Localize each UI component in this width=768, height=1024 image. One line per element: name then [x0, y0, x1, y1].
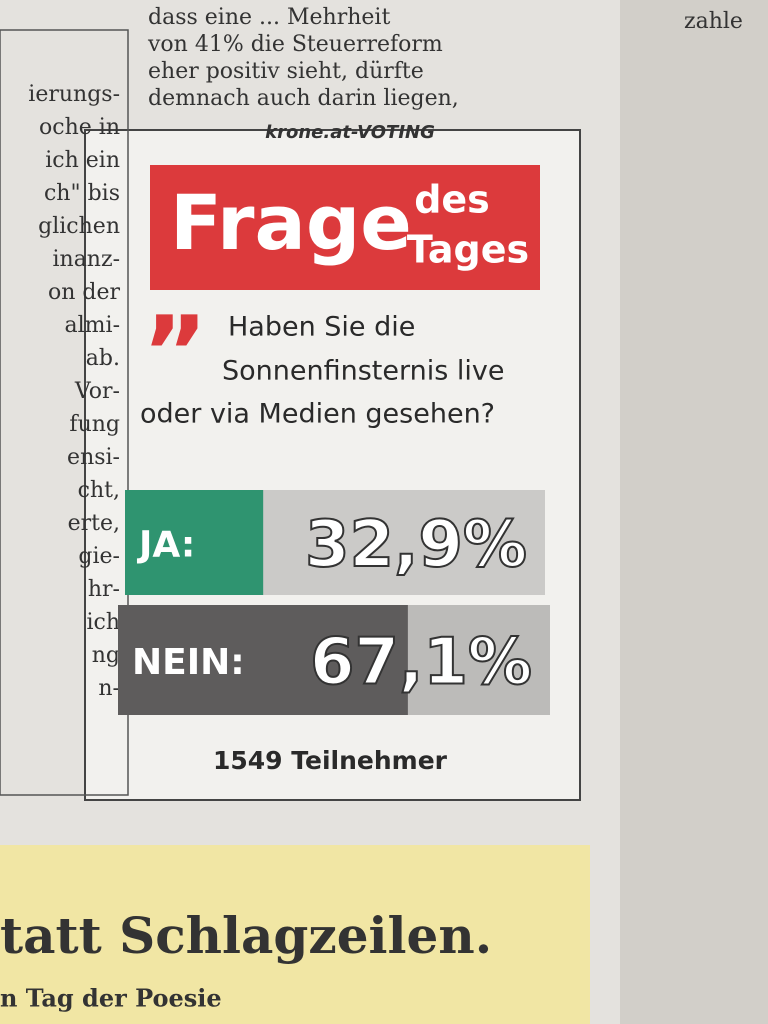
- column-text: erte,: [68, 511, 120, 536]
- ad-headline: tatt Schlagzeilen.: [0, 906, 492, 965]
- column-text: demnach auch darin liegen,: [148, 86, 459, 111]
- bar: [118, 605, 408, 715]
- title-banner: [150, 165, 540, 290]
- column-text: n-: [98, 676, 120, 701]
- next-page: [620, 0, 768, 1024]
- column-text: von 41% die Steuerreform: [147, 32, 443, 57]
- column-text: inanz-: [52, 247, 120, 272]
- column-text: hr-: [88, 577, 120, 602]
- ad-subline: n Tag der Poesie: [0, 984, 222, 1013]
- column-text: eher positiv sieht, dürfte: [148, 59, 424, 84]
- quote-mark: ”: [142, 294, 208, 411]
- column-text: oche in: [39, 115, 120, 140]
- column-text: ierungs-: [28, 82, 120, 107]
- right-column-text: zahle: [684, 9, 743, 34]
- column-text: ensi-: [67, 445, 120, 470]
- column-text: ich: [86, 610, 120, 635]
- column-text: gie-: [78, 544, 120, 569]
- footer: 1549 Teilnehmer: [213, 746, 448, 775]
- column-text: cht,: [78, 478, 120, 503]
- value-label: 67,1%: [310, 626, 532, 700]
- column-text: ich ein: [45, 148, 120, 173]
- column-text: ch" bis: [44, 181, 120, 206]
- poll-header: krone.at-VOTING: [265, 122, 435, 143]
- column-text: fung: [69, 412, 120, 437]
- column-text: almi-: [65, 313, 120, 338]
- question: Sonnenfinsternis live: [222, 356, 504, 387]
- question: Haben Sie die: [228, 312, 415, 343]
- title: Frage: [170, 178, 412, 267]
- left-column-frame: [0, 29, 129, 796]
- column-text: ab.: [86, 346, 120, 371]
- title-suffix: des: [414, 178, 490, 222]
- column-text: glichen: [38, 214, 120, 239]
- column-text: dass eine ... Mehrheit: [148, 5, 390, 30]
- category-label: JA:: [136, 525, 195, 566]
- category-label: NEIN:: [132, 642, 245, 683]
- column-text: Vor-: [74, 379, 120, 404]
- title-suffix: Tages: [407, 228, 529, 272]
- question: oder via Medien gesehen?: [140, 399, 495, 430]
- bar: [125, 490, 264, 595]
- ad-box: [0, 845, 590, 1024]
- column-text: on der: [48, 280, 121, 305]
- column-text: ng: [92, 643, 120, 668]
- value-label: 32,9%: [305, 508, 527, 582]
